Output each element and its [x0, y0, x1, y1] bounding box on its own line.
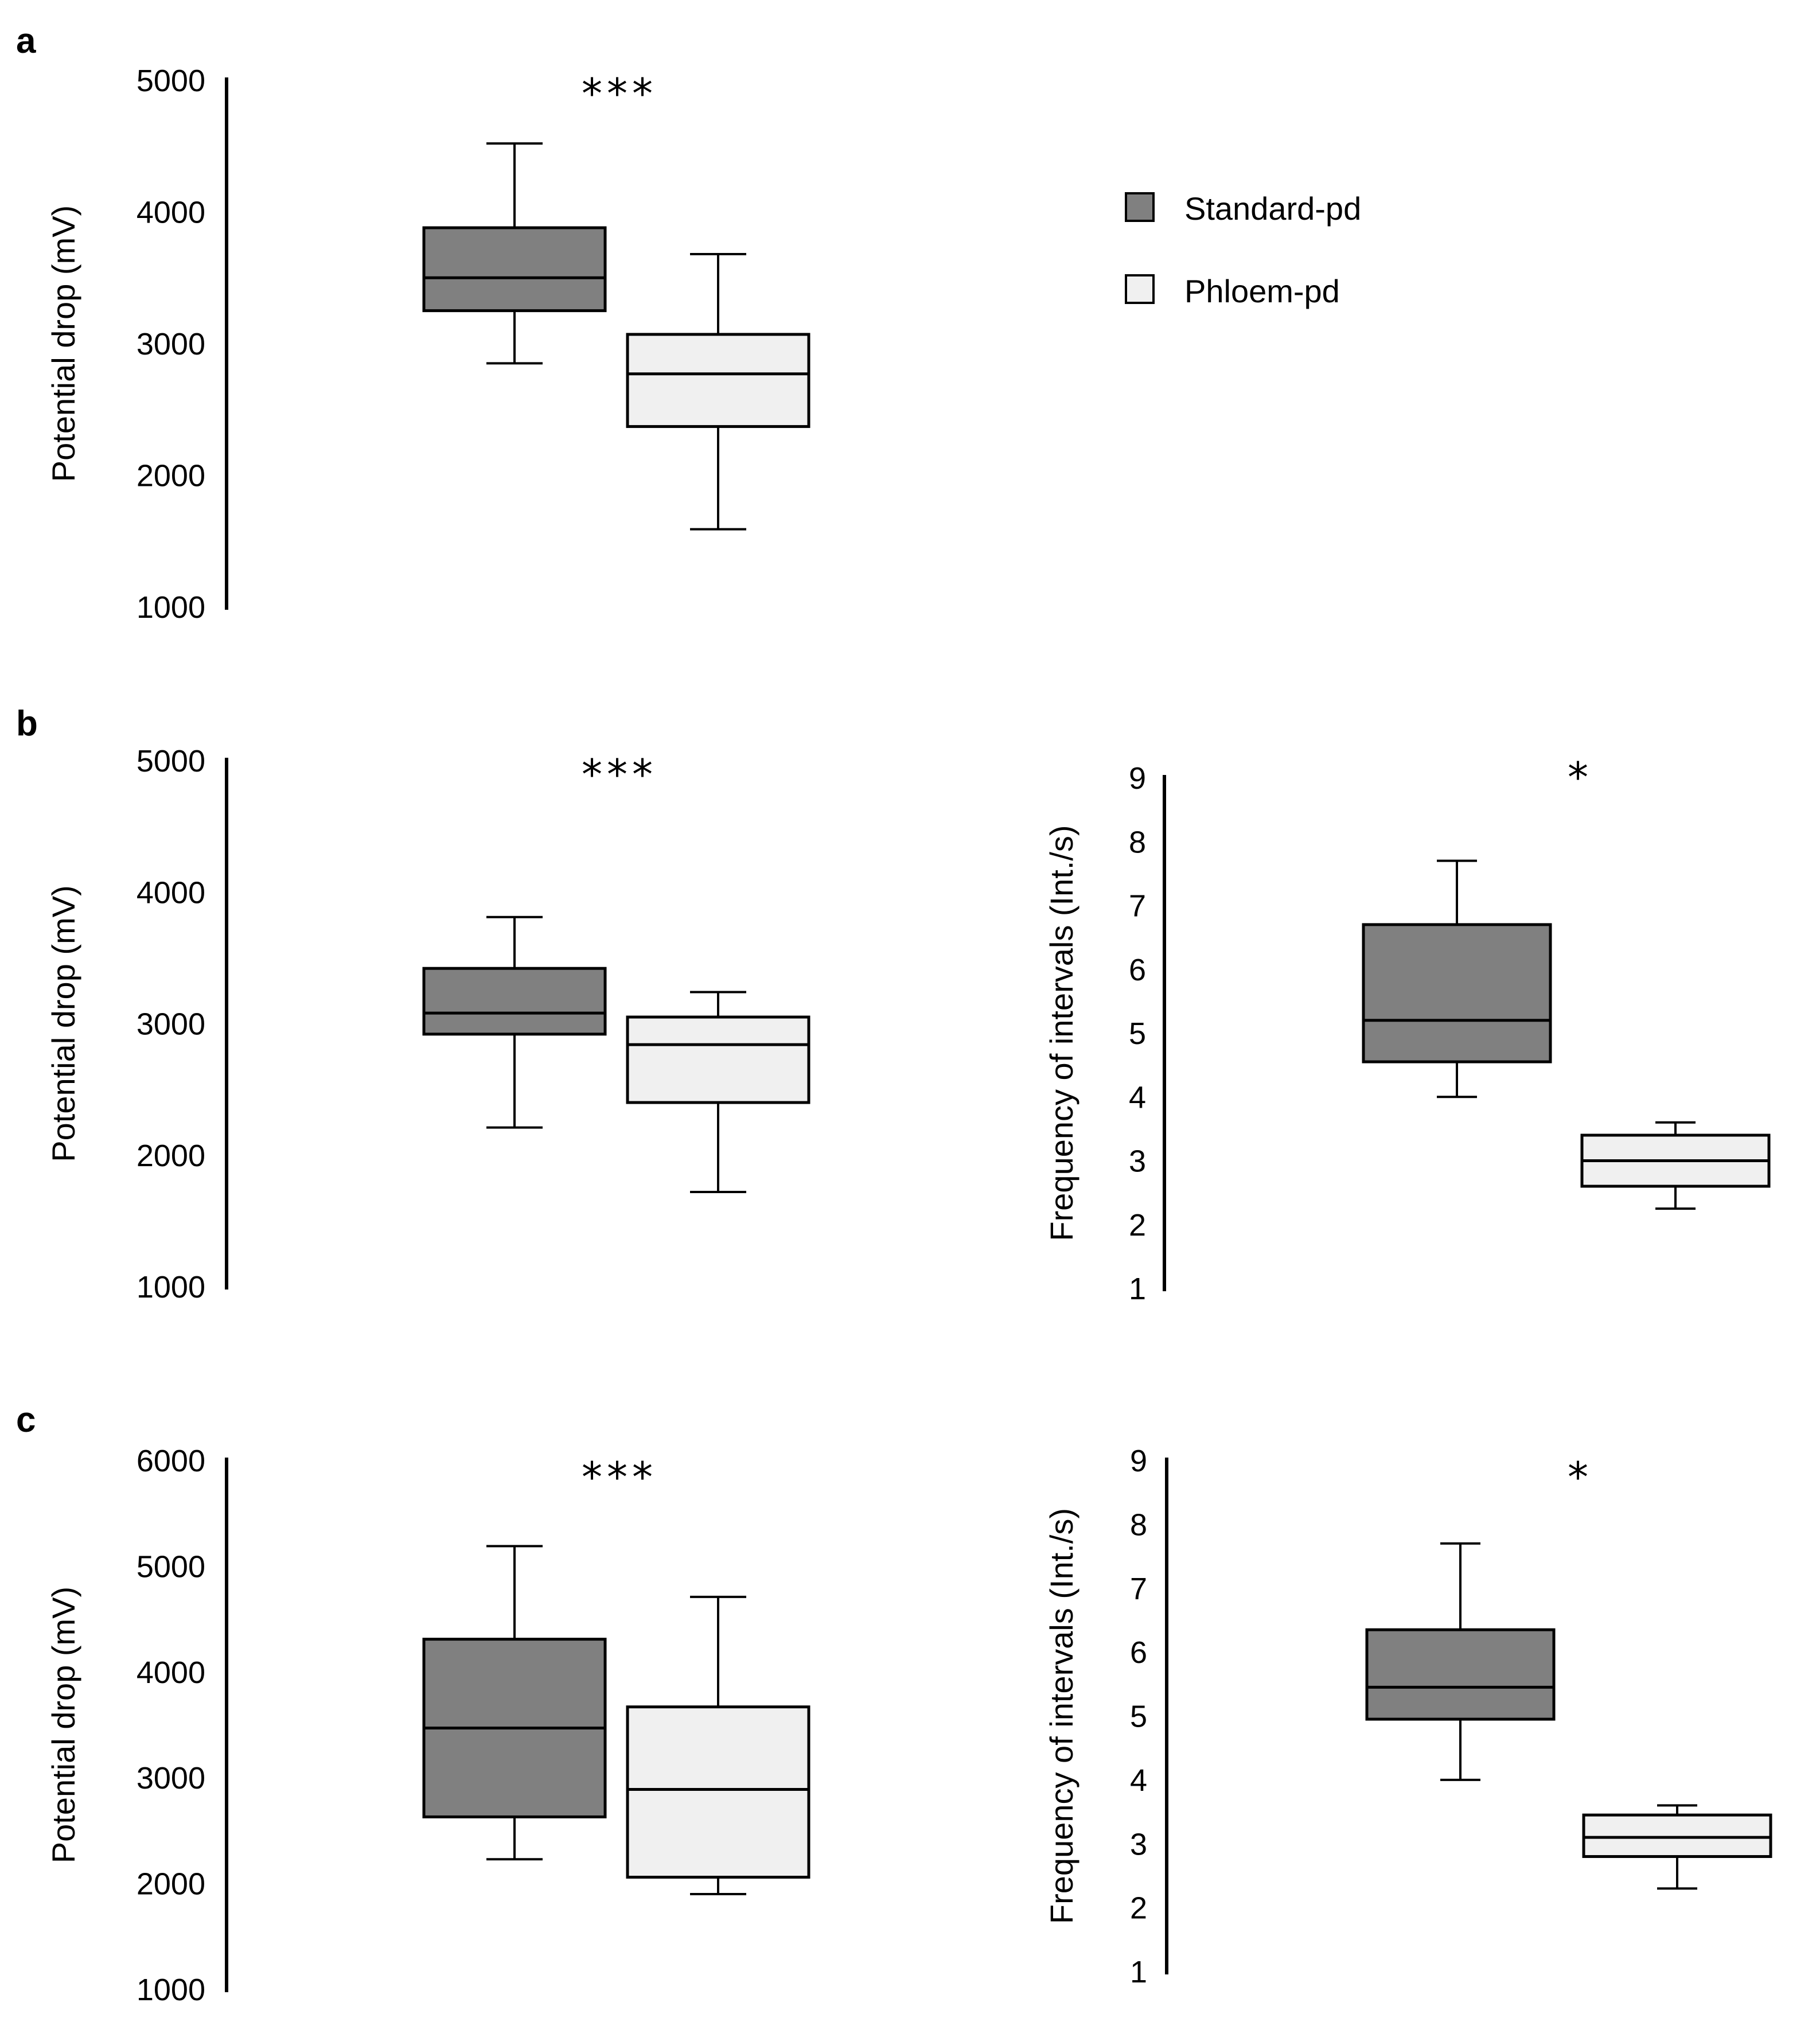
y-tick-label: 5: [1129, 1016, 1146, 1051]
y-tick-label: 8: [1130, 1507, 1147, 1542]
y-axis-title: Potential drop (mV): [45, 885, 81, 1162]
y-tick-label: 1: [1130, 1955, 1147, 1989]
plot-b-potential-drop: 1000 2000 3000 4000 5000 Potential drop (mV) *…: [45, 744, 810, 1304]
box-phloem: [1582, 1804, 1772, 1890]
plot-c-potential-drop: 1000 2000 3000 4000 5000 6000 Potential drop (…: [45, 1444, 810, 2007]
box-iqr: [626, 1705, 810, 1879]
box-iqr: [626, 333, 810, 428]
significance-label: *: [1568, 753, 1593, 801]
y-tick-label: 3: [1129, 1144, 1146, 1179]
y-tick-label: 4000: [137, 875, 205, 910]
box-standard: [422, 142, 607, 365]
box-standard: [1362, 859, 1552, 1098]
y-tick-label: 4000: [137, 1655, 205, 1690]
y-tick-label: 5000: [137, 64, 205, 98]
y-tick-label: 6000: [137, 1444, 205, 1478]
y-tick-label: 5000: [137, 744, 205, 778]
box-standard: [422, 1545, 607, 1861]
legend-label-standard: Standard-pd: [1184, 190, 1361, 227]
y-tick-label: 9: [1129, 761, 1146, 796]
y-tick-label: 2: [1130, 1891, 1147, 1926]
y-tick-label: 5: [1130, 1700, 1147, 1734]
legend-swatch-standard: [1125, 192, 1155, 222]
significance-label: ***: [582, 1453, 657, 1501]
y-tick-label: 3000: [137, 327, 205, 361]
box-iqr: [1365, 1628, 1556, 1721]
y-tick-label: 1: [1129, 1272, 1146, 1306]
box-iqr: [422, 967, 607, 1036]
y-tick-label: 4: [1130, 1763, 1147, 1798]
plot-a-potential-drop: 1000 2000 3000 4000 5000 Potential drop (mV) *…: [45, 64, 810, 625]
y-tick-label: 2: [1129, 1208, 1146, 1242]
y-axis-title: Potential drop (mV): [45, 1587, 81, 1863]
y-tick-label: 9: [1130, 1444, 1147, 1478]
y-tick-label: 8: [1129, 825, 1146, 859]
y-tick-label: 7: [1129, 889, 1146, 924]
y-tick-label: 3: [1130, 1827, 1147, 1861]
box-iqr: [1582, 1813, 1772, 1859]
y-tick-label: 7: [1130, 1572, 1147, 1606]
plot-c-frequency: 1 2 3 4 5 6 7 8 9 Frequency of intervals (Int./s)…: [1043, 1444, 1772, 1989]
box-standard: [1365, 1542, 1556, 1781]
significance-label: ***: [582, 750, 657, 798]
y-tick-label: 1000: [137, 590, 205, 625]
panel-letter-c: c: [16, 1400, 36, 1440]
panel-letter-b: b: [16, 704, 38, 743]
y-tick-label: 1000: [137, 1973, 205, 2007]
plot-b-frequency: 1 2 3 4 5 6 7 8 9 Frequency of intervals (Int./s)…: [1043, 753, 1771, 1306]
y-axis-title: Frequency of intervals (Int./s): [1043, 825, 1079, 1241]
legend-swatch-phloem: [1125, 274, 1155, 304]
y-tick-label: 5000: [137, 1549, 205, 1584]
y-tick-label: 6: [1129, 953, 1146, 987]
box-iqr: [1362, 923, 1552, 1063]
box-iqr: [422, 226, 607, 313]
box-phloem: [626, 252, 810, 531]
y-tick-label: 3000: [137, 1007, 205, 1042]
box-standard: [422, 915, 607, 1129]
y-axis-title: Frequency of intervals (Int./s): [1043, 1508, 1079, 1924]
y-tick-label: 4: [1129, 1080, 1146, 1115]
significance-label: *: [1568, 1453, 1593, 1501]
box-phloem: [626, 1595, 810, 1896]
y-tick-label: 3000: [137, 1761, 205, 1795]
y-tick-label: 2000: [137, 1139, 205, 1173]
y-tick-label: 4000: [137, 196, 205, 230]
y-tick-label: 1000: [137, 1270, 205, 1304]
y-axis-title: Potential drop (mV): [45, 205, 81, 482]
box-iqr: [626, 1015, 810, 1104]
panel-letter-a: a: [16, 21, 36, 61]
box-phloem: [626, 991, 810, 1193]
y-tick-label: 2000: [137, 1867, 205, 1902]
box-phloem: [1580, 1121, 1771, 1210]
y-tick-label: 6: [1130, 1635, 1147, 1670]
legend: Standard-pd Phloem-pd: [1125, 190, 1361, 309]
y-tick-label: 2000: [137, 459, 205, 493]
significance-label: ***: [582, 69, 657, 118]
legend-label-phloem: Phloem-pd: [1184, 273, 1340, 309]
